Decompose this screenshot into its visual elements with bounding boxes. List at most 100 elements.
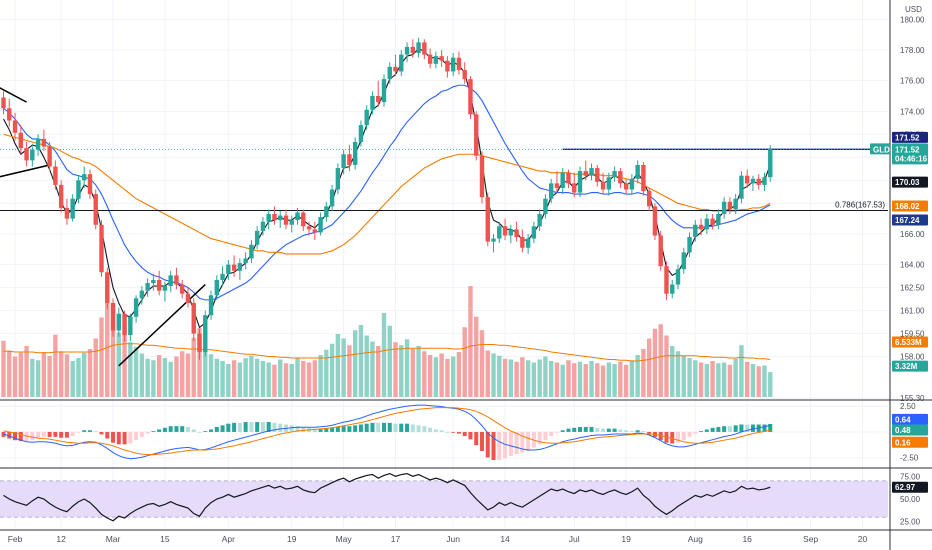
candle bbox=[422, 39, 427, 60]
candle bbox=[399, 49, 404, 77]
candle bbox=[381, 74, 387, 107]
macd-histogram-bar bbox=[36, 431, 41, 438]
candle-body bbox=[629, 178, 635, 190]
candle bbox=[324, 201, 329, 222]
candle bbox=[243, 252, 248, 270]
trendline[interactable] bbox=[118, 284, 206, 367]
candle bbox=[583, 160, 588, 181]
volume-bar bbox=[658, 324, 663, 397]
volume-bar bbox=[7, 350, 12, 397]
volume-bar bbox=[324, 349, 329, 397]
volume-bar bbox=[24, 346, 29, 397]
macd-histogram-bar bbox=[618, 429, 623, 432]
macd-histogram-bar bbox=[647, 431, 652, 434]
time-tick-label: 17 bbox=[391, 534, 401, 544]
candle-body bbox=[76, 180, 81, 199]
volume-bar bbox=[272, 364, 277, 397]
candle-body bbox=[577, 171, 583, 193]
volume-bar bbox=[698, 362, 704, 397]
candle-body bbox=[416, 42, 421, 54]
candle-body bbox=[243, 258, 248, 264]
price-tick-label: 180.00 bbox=[900, 15, 925, 24]
time-tick-label: 16 bbox=[742, 534, 752, 544]
macd-histogram-bar bbox=[295, 426, 300, 432]
candle bbox=[370, 91, 375, 115]
volume-bar bbox=[1, 340, 6, 397]
macd-histogram-bar bbox=[312, 428, 317, 432]
macd-histogram-bar bbox=[232, 422, 237, 432]
candle bbox=[87, 169, 93, 199]
macd-histogram-bar bbox=[526, 431, 531, 451]
candle bbox=[618, 168, 623, 188]
macd-histogram-bar bbox=[428, 427, 433, 432]
candle bbox=[352, 137, 358, 170]
volume-bar bbox=[474, 316, 479, 397]
volume-bar bbox=[744, 361, 750, 397]
volume-bar bbox=[768, 372, 773, 397]
candle-body bbox=[572, 183, 577, 193]
candle bbox=[376, 80, 381, 107]
rsi-tick-label: 50.00 bbox=[900, 495, 921, 504]
volume-bar bbox=[681, 355, 686, 397]
macd-histogram-bar bbox=[59, 431, 64, 438]
candle-body bbox=[456, 57, 462, 70]
volume-bar bbox=[479, 330, 485, 397]
volume-bar bbox=[99, 317, 104, 397]
macd-histogram-bar bbox=[503, 431, 508, 459]
price-axis[interactable]: 180.00178.00176.00174.00172.50171.00169.… bbox=[900, 5, 925, 527]
volume-bar bbox=[387, 325, 392, 397]
macd-tick-label: 2.50 bbox=[900, 402, 916, 411]
macd-histogram-bar bbox=[162, 427, 167, 432]
candle bbox=[197, 329, 202, 360]
histogram-badge: 0.48 bbox=[892, 424, 928, 436]
candle bbox=[491, 233, 496, 253]
candle-body bbox=[612, 171, 617, 178]
macd-histogram-bar bbox=[549, 431, 554, 437]
candle bbox=[272, 206, 277, 225]
volume-bar bbox=[456, 352, 462, 397]
price-tick-label: 161.00 bbox=[900, 307, 925, 316]
candle-body bbox=[128, 316, 133, 336]
candle bbox=[387, 62, 392, 84]
macd-badge-text: 0.64 bbox=[895, 415, 911, 424]
candle-body bbox=[393, 66, 398, 72]
macd-histogram-bar bbox=[387, 422, 392, 432]
macd-histogram-bar bbox=[624, 430, 629, 432]
trendline[interactable] bbox=[0, 87, 27, 103]
volume-bar bbox=[468, 286, 473, 397]
volume-ma-line bbox=[3, 343, 771, 362]
macd-histogram-bar bbox=[272, 422, 277, 432]
volume-bar bbox=[30, 358, 35, 397]
price-levels: 0.786(167.53) bbox=[0, 87, 888, 367]
candle-body bbox=[756, 178, 761, 185]
candle bbox=[687, 232, 692, 257]
price-tick-label: 162.50 bbox=[900, 284, 925, 293]
macd-histogram-bar bbox=[589, 426, 594, 432]
candle bbox=[595, 164, 600, 187]
candle-body bbox=[589, 168, 594, 176]
candle bbox=[479, 151, 485, 204]
volume-bar bbox=[508, 359, 514, 397]
candle-body bbox=[687, 237, 692, 253]
candle-body bbox=[439, 56, 444, 61]
candle-body bbox=[335, 168, 341, 190]
candle bbox=[508, 224, 514, 244]
candle-body bbox=[422, 42, 427, 55]
trendline[interactable] bbox=[0, 164, 50, 178]
time-axis[interactable]: Feb 12 Mar 15 Apr 19 May 17 Jun 14 Jul 19 Aug 16 Sep 20 bbox=[8, 534, 868, 544]
volume-bar bbox=[554, 362, 560, 397]
volume-bar bbox=[133, 346, 139, 397]
volume-bar bbox=[606, 362, 612, 397]
macd-histogram-bar bbox=[220, 425, 225, 432]
volume-bar bbox=[243, 358, 248, 397]
candle bbox=[364, 105, 369, 130]
macd-histogram-bar bbox=[209, 429, 214, 432]
histogram-badge-text: 0.48 bbox=[895, 426, 911, 435]
macd-histogram-bar bbox=[704, 429, 709, 432]
macd-histogram-bar bbox=[554, 431, 559, 433]
volume-bar bbox=[670, 346, 675, 397]
volume-bar bbox=[589, 361, 594, 397]
volume-ma bbox=[3, 343, 771, 362]
candle-body bbox=[744, 175, 750, 184]
